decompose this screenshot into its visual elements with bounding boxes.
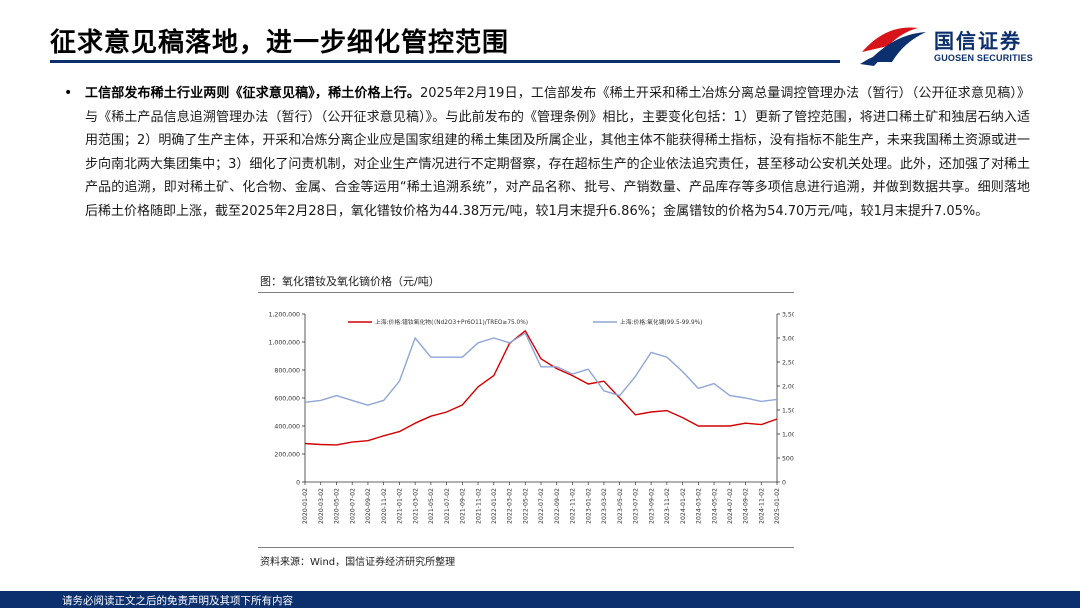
x-tick-label: 2022-09-02 bbox=[554, 488, 561, 524]
x-tick-label: 2021-11-02 bbox=[475, 488, 482, 524]
logo-mark-icon bbox=[860, 27, 926, 66]
body-text: 2025年2月19日，工信部发布《稀土开采和稀土冶炼分离总量调控管理办法（暂行）… bbox=[85, 86, 1030, 219]
x-tick-label: 2022-03-02 bbox=[507, 488, 514, 524]
bullet-marker: • bbox=[64, 85, 73, 101]
x-tick-label: 2023-07-02 bbox=[633, 488, 640, 524]
y-right-tick-label: 1,000 bbox=[782, 432, 794, 439]
logo-english-name: GUOSEN SECURITIES bbox=[934, 53, 1033, 63]
y-left-tick-label: 600,000 bbox=[274, 396, 300, 403]
y-right-tick-label: 3,500 bbox=[782, 312, 794, 319]
x-tick-label: 2020-11-02 bbox=[381, 488, 388, 524]
x-tick-label: 2024-05-02 bbox=[711, 488, 718, 524]
y-right-tick-label: 0 bbox=[782, 480, 786, 487]
caption-rule-bottom bbox=[258, 547, 794, 548]
x-tick-label: 2020-03-02 bbox=[318, 488, 325, 524]
series-line-praseodymium-neodymium-oxide bbox=[304, 330, 778, 446]
x-tick-label: 2023-01-02 bbox=[585, 488, 592, 524]
x-tick-label: 2022-07-02 bbox=[538, 488, 545, 524]
x-tick-label: 2023-05-02 bbox=[617, 488, 624, 524]
body-paragraph: 工信部发布稀土行业两则《征求意见稿》，稀土价格上行。2025年2月19日，工信部… bbox=[85, 82, 1030, 223]
x-tick-label: 2020-09-02 bbox=[365, 488, 372, 524]
x-tick-label: 2021-09-02 bbox=[460, 488, 467, 524]
x-tick-label: 2022-05-02 bbox=[522, 488, 529, 524]
chart-source: 资料来源：Wind，国信证券经济研究所整理 bbox=[260, 557, 456, 568]
x-tick-label: 2022-01-02 bbox=[491, 488, 498, 524]
y-right-tick-label: 2,500 bbox=[782, 360, 794, 367]
x-tick-label: 2024-11-02 bbox=[758, 488, 765, 524]
price-chart: 0 200,000 400,000 600,000 800,000 1,000,000 1,… bbox=[269, 312, 795, 524]
footer-bar: 请务必阅读正文之后的免责声明及其项下所有内容 bbox=[0, 591, 1080, 608]
body-lead: 工信部发布稀土行业两则《征求意见稿》，稀土价格上行。 bbox=[85, 86, 421, 101]
legend-label: 上海:价格:氧化镝(99.5-99.9%) bbox=[620, 318, 702, 326]
x-tick-label: 2023-09-02 bbox=[648, 488, 655, 524]
x-tick-label: 2025-01-02 bbox=[774, 488, 781, 524]
x-tick-label: 2021-03-02 bbox=[412, 488, 419, 524]
company-logo: 国信证券 GUOSEN SECURITIES bbox=[858, 22, 1048, 66]
legend-label: 上海:价格:镨钕氧化物(（Nd2O3+Pr6O11)/TREO≥75.0%) bbox=[375, 318, 528, 326]
x-tick-label: 2020-05-02 bbox=[334, 488, 341, 524]
y-right-tick-label: 1,500 bbox=[782, 408, 794, 415]
x-tick-label: 2021-05-02 bbox=[428, 488, 435, 524]
x-tick-label: 2024-07-02 bbox=[727, 488, 734, 524]
x-tick-label: 2022-11-02 bbox=[570, 488, 577, 524]
slide-header: 征求意见稿落地，进一步细化管控范围 国信证券 GUOSEN SECURITIES bbox=[0, 0, 1080, 68]
x-tick-label: 2020-01-02 bbox=[302, 488, 309, 524]
y-right-tick-label: 2,000 bbox=[782, 384, 794, 391]
logo-chinese-name: 国信证券 bbox=[934, 29, 1022, 53]
x-tick-label: 2020-07-02 bbox=[349, 488, 356, 524]
x-tick-label: 2024-09-02 bbox=[743, 488, 750, 524]
y-left-tick-label: 0 bbox=[296, 480, 300, 487]
y-left-tick-label: 400,000 bbox=[274, 424, 300, 431]
y-left-tick-label: 200,000 bbox=[274, 452, 300, 459]
x-tick-label: 2024-03-02 bbox=[696, 488, 703, 524]
caption-rule-top bbox=[258, 292, 794, 293]
x-tick-label: 2021-07-02 bbox=[444, 488, 451, 524]
x-tick-label: 2023-03-02 bbox=[601, 488, 608, 524]
slide-title: 征求意见稿落地，进一步细化管控范围 bbox=[50, 28, 510, 58]
y-left-tick-label: 800,000 bbox=[274, 368, 300, 375]
y-left-tick-label: 1,200,000 bbox=[269, 312, 301, 319]
x-tick-label: 2024-01-02 bbox=[680, 488, 687, 524]
y-right-tick-label: 3,000 bbox=[782, 336, 794, 343]
series-line-dysprosium-oxide bbox=[304, 332, 778, 406]
title-underline bbox=[50, 60, 840, 63]
y-left-tick-label: 1,000,000 bbox=[269, 340, 301, 347]
footer-disclaimer: 请务必阅读正文之后的免责声明及其项下所有内容 bbox=[62, 595, 293, 607]
x-tick-label: 2023-11-02 bbox=[664, 488, 671, 524]
y-right-tick-label: 500 bbox=[782, 456, 794, 463]
chart-caption: 图：氧化镨钕及氧化镝价格（元/吨） bbox=[260, 275, 440, 288]
x-tick-label: 2021-01-02 bbox=[397, 488, 404, 524]
